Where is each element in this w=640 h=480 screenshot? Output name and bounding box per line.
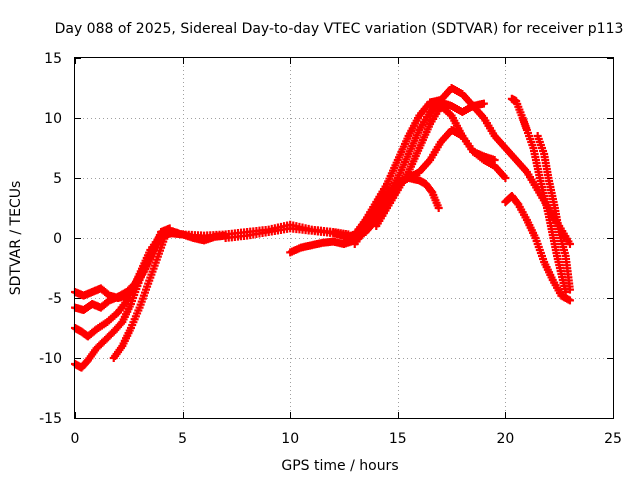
data-point: [490, 156, 499, 164]
data-point: [479, 99, 488, 108]
data-point: [565, 240, 574, 248]
data-point: [434, 204, 443, 212]
y-axis-label: SDTVAR / TECUs: [8, 181, 24, 296]
x-tick-label: 25: [604, 431, 622, 447]
plot-frame: [74, 57, 614, 419]
y-tick-label: 15: [44, 51, 62, 67]
y-tick-label: 5: [53, 171, 62, 187]
x-tick-label: 10: [281, 431, 299, 447]
data-point: [174, 229, 183, 238]
data-point: [565, 285, 574, 294]
series-track-4: [71, 224, 174, 302]
data-point: [561, 288, 570, 296]
chart-title: Day 088 of 2025, Sidereal Day-to-day VTE…: [55, 21, 624, 37]
series-track-5: [109, 231, 170, 362]
series-track-12: [426, 84, 574, 248]
y-tick-labels: -15 -10 -5 0 5 10 15: [39, 51, 62, 427]
x-tick-label: 15: [389, 431, 407, 447]
data-point: [161, 231, 170, 240]
x-tick-label: 5: [178, 431, 187, 447]
x-tick-label: 0: [71, 431, 80, 447]
data-points: [71, 84, 574, 372]
data-point: [165, 224, 174, 233]
series-track-13: [501, 192, 574, 305]
series-track-15: [533, 132, 574, 294]
data-point: [501, 174, 510, 182]
x-tick-labels: 0 5 10 15 20 25: [71, 431, 622, 447]
y-tick-label: 0: [53, 231, 62, 247]
y-tick-label: 10: [44, 111, 62, 127]
series-track-11: [372, 102, 499, 230]
series-track-2: [71, 229, 230, 341]
y-tick-label: -10: [39, 351, 62, 367]
x-axis-label: GPS time / hours: [281, 458, 398, 474]
series-track-14: [507, 94, 570, 296]
y-tick-label: -15: [39, 411, 62, 427]
data-point: [565, 296, 574, 305]
x-tick-label: 20: [496, 431, 514, 447]
y-tick-label: -5: [48, 291, 62, 307]
